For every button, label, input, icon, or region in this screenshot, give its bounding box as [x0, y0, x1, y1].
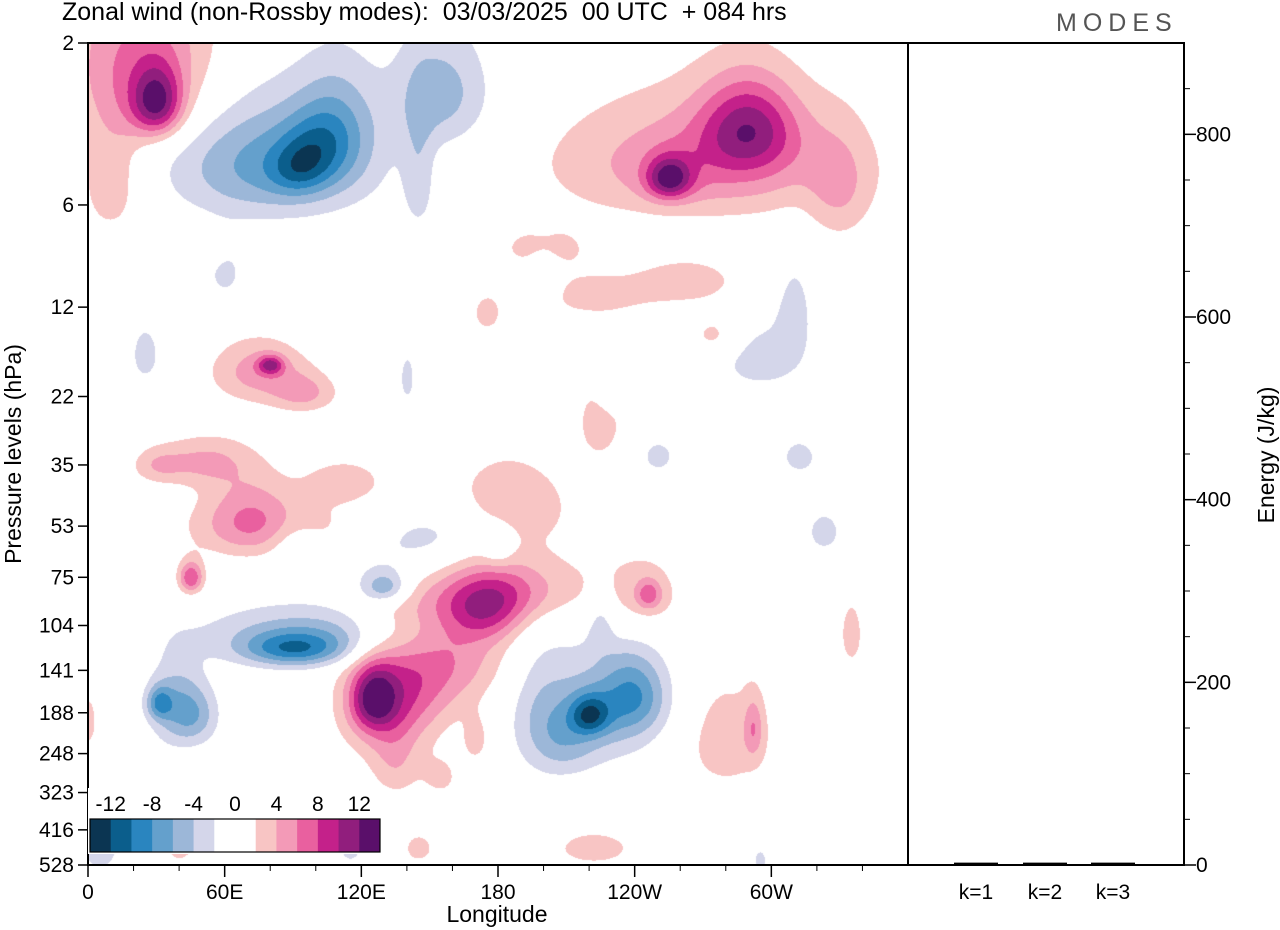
energy-category-label: k=3 [1096, 881, 1130, 904]
modes-logo: MODES [1056, 9, 1178, 37]
y-tick-label: 141 [39, 659, 74, 682]
x-tick-label: 0 [82, 881, 94, 904]
heatmap-field [88, 43, 908, 865]
y-tick-label: 6 [62, 194, 74, 217]
colorbar-label: 0 [229, 793, 241, 816]
colorbar-swatch [297, 819, 319, 852]
energy-tick-label: 600 [1196, 306, 1231, 329]
y-tick-label: 528 [39, 854, 74, 877]
y-tick-label: 416 [39, 819, 74, 842]
y-tick-label: 248 [39, 743, 74, 766]
energy-tick-label: 0 [1196, 854, 1208, 877]
x-tick-label: 120W [607, 881, 662, 904]
y-tick-label: 22 [51, 385, 74, 408]
colorbar-legend: -12 -8 -4 0 4 8 12 [88, 788, 382, 854]
x-axis-title: Longitude [446, 901, 547, 927]
energy-bars [954, 862, 1135, 865]
colorbar-swatch [90, 819, 112, 852]
colorbar-label: 4 [271, 793, 283, 816]
colorbar-swatch [338, 819, 360, 852]
colorbar-label: -4 [184, 793, 203, 816]
colorbar-outline [89, 818, 381, 853]
y-tick-label: 53 [51, 515, 74, 538]
y-axis-title: Pressure levels (hPa) [0, 344, 26, 564]
colorbar-swatch [131, 819, 153, 852]
y-tick-label: 75 [51, 566, 74, 589]
energy-tick-label: 200 [1196, 671, 1231, 694]
x-tick-label: 60E [206, 881, 243, 904]
colorbar-swatch [235, 819, 257, 852]
energy-tick-label: 800 [1196, 123, 1231, 146]
x-tick-label: 120E [337, 881, 386, 904]
x-tick-label: 180 [480, 881, 515, 904]
energy-bar [1023, 862, 1067, 865]
colorbar-swatch [276, 819, 298, 852]
y-tick-label: 323 [39, 782, 74, 805]
energy-tick-label: 400 [1196, 489, 1231, 512]
colorbar-swatch [214, 819, 236, 852]
energy-axis-title: Energy (J/kg) [1253, 387, 1279, 524]
colorbar-label: 12 [348, 793, 371, 816]
x-axis: 0 60E 120E 180 120W 60W [82, 865, 863, 904]
colorbar-swatch [359, 819, 381, 852]
chart-title: Zonal wind (non-Rossby modes): 03/03/202… [62, 0, 787, 26]
y-tick-label: 2 [62, 32, 74, 55]
heatmap-image [88, 43, 908, 865]
energy-y-axis: 0 200 400 600 800 [1184, 88, 1231, 877]
colorbar-swatch [152, 819, 174, 852]
y-tick-label: 104 [39, 614, 74, 637]
colorbar-swatch [317, 819, 340, 852]
colorbar-swatch [193, 819, 215, 852]
energy-category-label: k=2 [1028, 881, 1062, 904]
energy-bar [954, 862, 998, 865]
y-axis: 2 6 12 22 35 53 75 104 141 188 248 323 416 528 [39, 32, 88, 877]
colorbar-label: -12 [96, 793, 126, 816]
energy-category-label: k=1 [959, 881, 993, 904]
x-tick-label: 60W [750, 881, 793, 904]
colorbar-swatch [172, 819, 195, 852]
y-tick-label: 188 [39, 702, 74, 725]
y-tick-label: 35 [51, 454, 74, 477]
y-tick-label: 12 [51, 296, 74, 319]
energy-categories: k=1 k=2 k=3 [959, 881, 1130, 904]
energy-frame [907, 42, 1185, 866]
colorbar-label: 8 [312, 793, 324, 816]
colorbar-label: -8 [143, 793, 162, 816]
energy-bar [1091, 862, 1135, 865]
colorbar-swatch [110, 819, 132, 852]
colorbar-swatch [255, 819, 277, 852]
